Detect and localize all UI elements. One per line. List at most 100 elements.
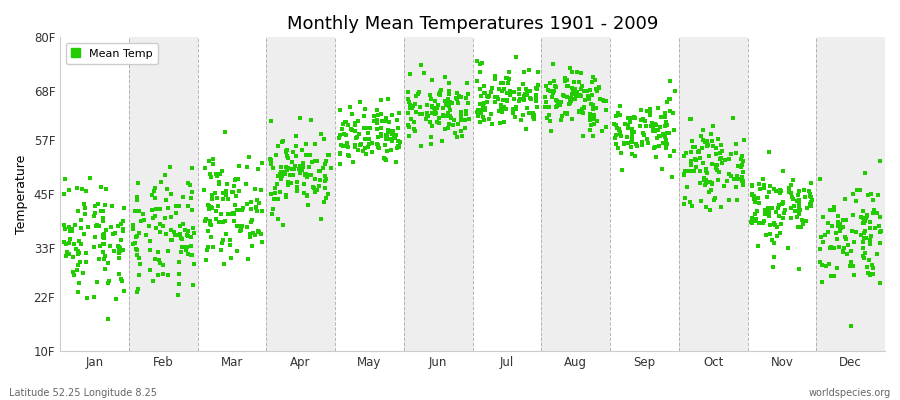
Point [565, 116, 580, 122]
Point [711, 169, 725, 175]
Legend: Mean Temp: Mean Temp [66, 43, 158, 64]
Point [148, 206, 163, 212]
Point [333, 132, 347, 138]
Point [230, 176, 244, 182]
Point [677, 172, 691, 178]
Point [827, 203, 842, 210]
Point [667, 148, 681, 154]
Point [308, 158, 322, 164]
Point [835, 248, 850, 255]
Point [58, 176, 72, 182]
Point [863, 240, 878, 247]
Point [758, 207, 772, 214]
Point [526, 112, 541, 118]
Point [400, 96, 415, 102]
Point [628, 153, 643, 159]
Point [318, 160, 332, 167]
Point [488, 73, 502, 79]
Point [781, 188, 796, 195]
Point [80, 295, 94, 302]
Point [563, 94, 578, 101]
Point [279, 153, 293, 159]
Point [180, 243, 194, 250]
Point [475, 60, 490, 66]
Point [730, 174, 744, 181]
Point [185, 252, 200, 258]
Point [402, 98, 417, 105]
Point [625, 138, 639, 145]
Point [796, 221, 811, 228]
Point [145, 207, 159, 214]
Point [75, 186, 89, 192]
Point [58, 226, 72, 232]
Point [493, 105, 508, 112]
Point [677, 153, 691, 160]
Point [74, 224, 88, 231]
Point [284, 180, 298, 186]
Point [570, 89, 584, 96]
Point [281, 182, 295, 189]
Point [791, 192, 806, 198]
Point [384, 130, 399, 137]
Point [226, 189, 240, 196]
Point [744, 192, 759, 198]
Point [341, 122, 356, 128]
Point [128, 240, 142, 246]
Point [540, 114, 554, 121]
Point [429, 119, 444, 126]
Point [359, 124, 374, 131]
Point [568, 96, 582, 102]
Point [290, 184, 304, 191]
Point [363, 124, 377, 131]
Point [71, 262, 86, 268]
Point [538, 94, 553, 100]
Point [168, 210, 183, 216]
Point [751, 243, 765, 249]
Point [202, 218, 217, 224]
Point [720, 178, 734, 184]
Point [668, 88, 682, 94]
Point [95, 214, 110, 221]
Point [824, 244, 838, 250]
Point [255, 159, 269, 166]
Point [858, 250, 872, 256]
Point [375, 118, 390, 125]
Point [99, 227, 113, 234]
Point [700, 142, 715, 149]
Point [491, 94, 505, 100]
Point [389, 132, 403, 138]
Point [683, 199, 698, 206]
Point [699, 204, 714, 210]
Point [785, 194, 799, 200]
Point [181, 202, 195, 209]
Point [844, 248, 859, 254]
Point [868, 225, 883, 231]
Point [698, 166, 713, 172]
Point [148, 195, 163, 202]
Point [112, 255, 126, 261]
Point [97, 240, 112, 247]
Point [867, 206, 881, 213]
Point [310, 158, 325, 164]
Point [205, 161, 220, 168]
Point [588, 76, 602, 83]
Point [643, 106, 657, 112]
Point [86, 294, 101, 300]
Point [449, 96, 464, 102]
Point [450, 121, 464, 128]
Point [130, 252, 145, 258]
Point [74, 241, 88, 247]
Point [347, 142, 362, 149]
Point [477, 90, 491, 96]
Point [685, 203, 699, 209]
Point [813, 258, 827, 265]
Point [294, 147, 309, 153]
Point [640, 108, 654, 114]
Point [564, 98, 579, 105]
Point [392, 125, 406, 131]
Point [634, 142, 649, 148]
Point [471, 106, 485, 113]
Point [268, 190, 283, 196]
Point [210, 173, 224, 179]
Point [494, 101, 508, 108]
